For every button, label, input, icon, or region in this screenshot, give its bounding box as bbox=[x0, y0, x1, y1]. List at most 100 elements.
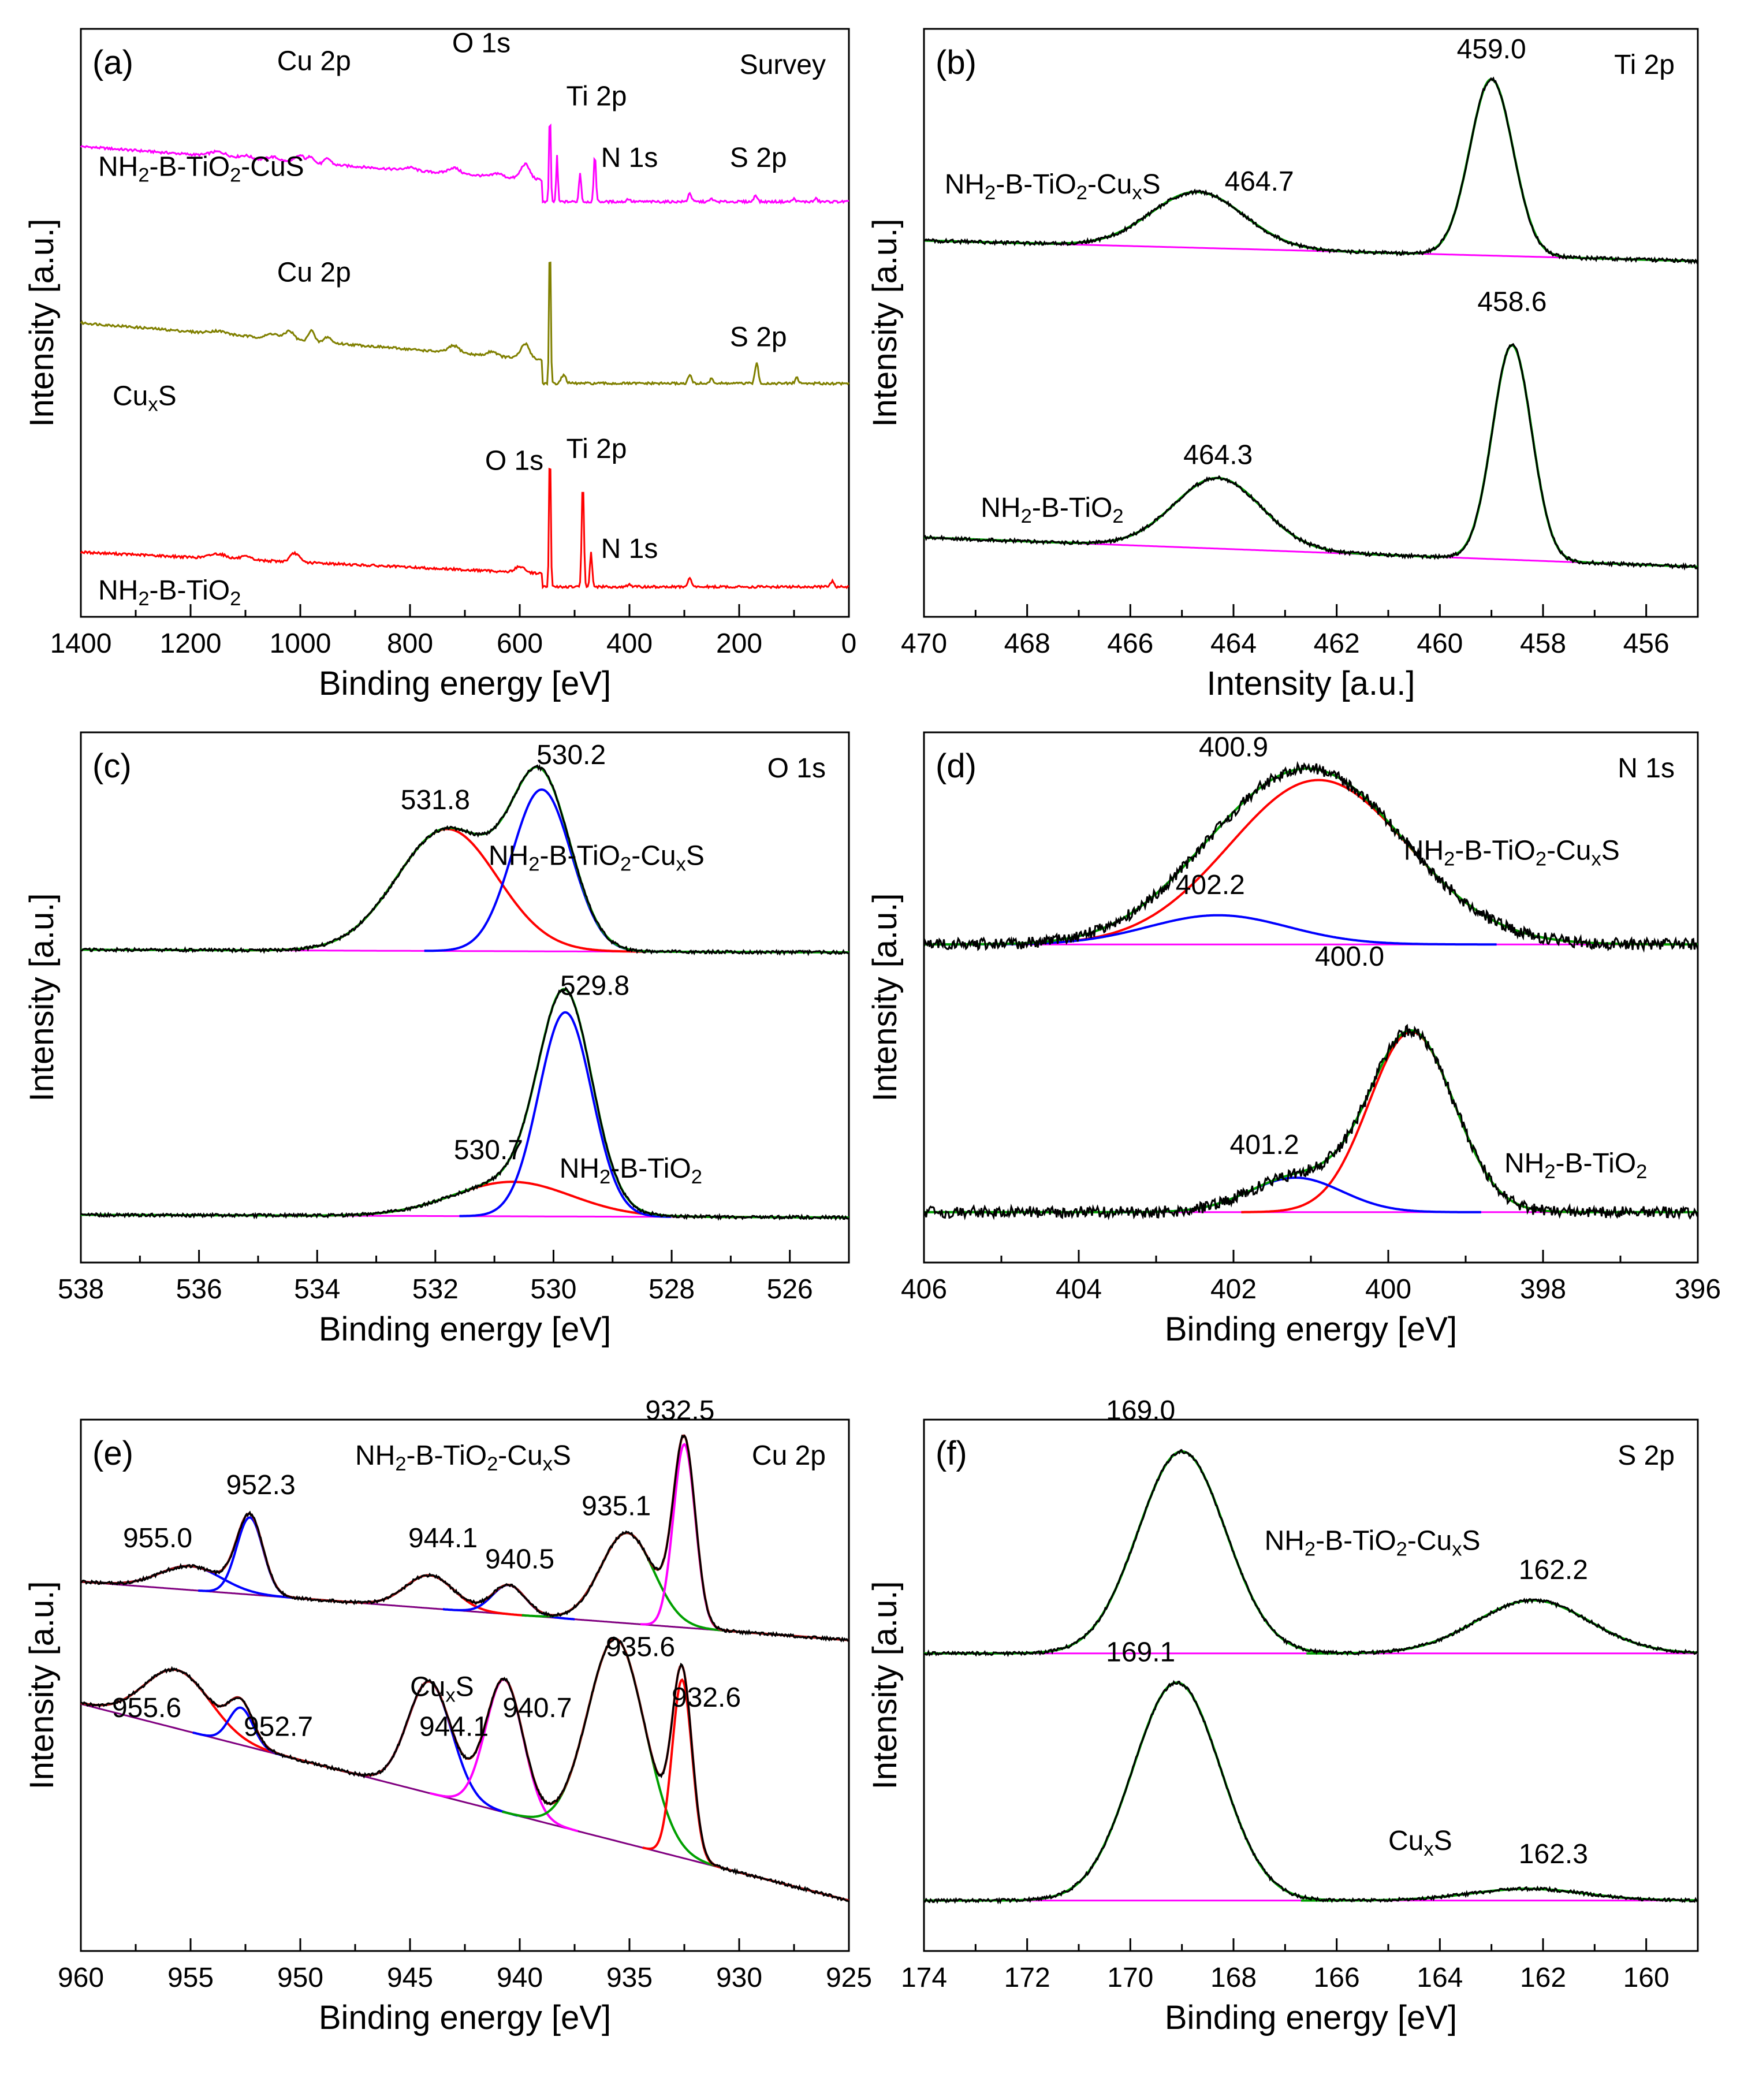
x-axis-label: Intensity [a.u.] bbox=[1206, 665, 1415, 702]
peak-label: 529.8 bbox=[560, 970, 629, 1001]
peak-label: 169.0 bbox=[1106, 1395, 1175, 1426]
fit-envelope bbox=[81, 988, 849, 1219]
x-axis-label: Binding energy [eV] bbox=[319, 1310, 611, 1348]
peak-label: 944.1 bbox=[408, 1523, 478, 1554]
component-peak-0 bbox=[1002, 1681, 1352, 1902]
component-peak-0 bbox=[1241, 1030, 1582, 1213]
x-tick-label: 466 bbox=[1107, 628, 1153, 659]
x-tick-label: 536 bbox=[176, 1274, 222, 1305]
raw-data-line bbox=[80, 1636, 850, 1903]
x-tick-label: 600 bbox=[497, 628, 543, 659]
x-tick-label: 1400 bbox=[50, 628, 112, 659]
fit-envelope bbox=[924, 1029, 1698, 1213]
sample-label: NH2-B-TiO2 bbox=[560, 1153, 702, 1188]
peak-label: 944.1 bbox=[419, 1711, 489, 1742]
x-tick-label: 172 bbox=[1004, 1963, 1050, 1993]
panel-label: (e) bbox=[92, 1435, 133, 1472]
component-peak-1 bbox=[198, 1516, 303, 1600]
x-tick-label: 960 bbox=[58, 1963, 104, 1993]
x-tick-label: 398 bbox=[1520, 1274, 1566, 1305]
peak-label: 932.6 bbox=[672, 1682, 741, 1713]
x-tick-label: 400 bbox=[606, 628, 653, 659]
x-tick-label: 396 bbox=[1675, 1274, 1721, 1305]
raw-data-line bbox=[81, 764, 849, 956]
peak-annotation: S 2p bbox=[730, 322, 787, 353]
plot-frame bbox=[923, 731, 1699, 1264]
raw-data-line bbox=[923, 1023, 1699, 1220]
survey-line-2 bbox=[80, 467, 849, 590]
x-tick-label: 462 bbox=[1314, 628, 1360, 659]
x-tick-label: 160 bbox=[1623, 1963, 1670, 1993]
x-tick-label: 940 bbox=[497, 1963, 543, 1993]
peak-label: 402.2 bbox=[1176, 870, 1245, 900]
x-tick-label: 532 bbox=[412, 1274, 459, 1305]
peak-label: 464.7 bbox=[1225, 166, 1294, 197]
survey-line-0 bbox=[80, 123, 849, 205]
peak-label: 530.2 bbox=[536, 740, 606, 770]
peak-annotation: S 2p bbox=[730, 143, 787, 173]
peak-label: 940.7 bbox=[502, 1693, 572, 1723]
x-tick-label: 460 bbox=[1417, 628, 1463, 659]
peak-label: 458.6 bbox=[1477, 287, 1547, 318]
panel-a: 1400 1200 1000 800 600 400 200 0 Binding energy … bbox=[23, 28, 856, 702]
panel-label: (c) bbox=[92, 747, 132, 785]
component-peak-1 bbox=[940, 914, 1497, 946]
peak-label: 162.2 bbox=[1519, 1555, 1588, 1585]
x-tick-label: 950 bbox=[277, 1963, 323, 1993]
panel-title: Ti 2p bbox=[1614, 50, 1675, 80]
peak-annotation: Ti 2p bbox=[567, 81, 627, 111]
sample-label: NH2-B-TiO2-CuxS bbox=[1265, 1525, 1481, 1560]
panel-label: (f) bbox=[936, 1435, 967, 1472]
peak-annotation: Cu 2p bbox=[277, 46, 351, 76]
peak-label: 530.7 bbox=[454, 1135, 523, 1166]
x-tick-label: 170 bbox=[1107, 1963, 1153, 1993]
peak-annotation: Cu 2p bbox=[277, 258, 351, 288]
peak-label: 401.2 bbox=[1230, 1130, 1299, 1160]
x-tick-label: 528 bbox=[649, 1274, 695, 1305]
x-tick-label: 800 bbox=[387, 628, 433, 659]
peak-annotation: Ti 2p bbox=[567, 434, 627, 464]
component-peak-1 bbox=[459, 1011, 672, 1218]
x-tick-label: 1000 bbox=[270, 628, 331, 659]
panel-title: Survey bbox=[740, 50, 826, 80]
series-label: NH2-B-TiO2 bbox=[98, 575, 241, 610]
peak-label: 955.6 bbox=[112, 1693, 181, 1723]
x-tick-label: 530 bbox=[530, 1274, 576, 1305]
panel-b: 470 468 466 464 462 460 458 456 Intensity [a.u.]… bbox=[866, 28, 1699, 702]
component-peak-1 bbox=[1434, 344, 1590, 564]
x-tick-label: 470 bbox=[901, 628, 947, 659]
x-tick-label: 464 bbox=[1210, 628, 1257, 659]
plot-frame bbox=[923, 28, 1699, 618]
y-axis-label: Intensity [a.u.] bbox=[866, 893, 904, 1101]
x-tick-label: 458 bbox=[1520, 628, 1566, 659]
panel-title: Cu 2p bbox=[752, 1440, 826, 1471]
panel-d: 406 404 402 400 398 396 Binding energy [eV] Int… bbox=[866, 731, 1721, 1348]
peak-annotation: N 1s bbox=[601, 143, 658, 173]
x-axis-label: Binding energy [eV] bbox=[1165, 1999, 1457, 2036]
peak-label: 955.0 bbox=[123, 1523, 192, 1554]
peak-annotation: N 1s bbox=[601, 534, 658, 564]
x-axis-label: Binding energy [eV] bbox=[319, 1999, 611, 2036]
x-tick-label: 538 bbox=[58, 1274, 104, 1305]
x-tick-label: 930 bbox=[716, 1963, 762, 1993]
x-axis-label: Binding energy [eV] bbox=[319, 665, 611, 702]
peak-label: 952.7 bbox=[244, 1711, 313, 1742]
peak-label: 464.3 bbox=[1183, 440, 1253, 470]
y-axis-label: Intensity [a.u.] bbox=[866, 1581, 904, 1789]
peak-label: 932.5 bbox=[645, 1395, 714, 1426]
x-tick-label: 162 bbox=[1520, 1963, 1566, 1993]
component-peak-1 bbox=[1404, 78, 1578, 259]
panel-c: 538 536 534 532 530 528 526 Binding energy [eV]… bbox=[23, 731, 850, 1348]
peak-annotation: O 1s bbox=[485, 446, 543, 476]
peak-label: 459.0 bbox=[1457, 34, 1526, 65]
panel-title: S 2p bbox=[1618, 1440, 1675, 1471]
peak-label: 400.0 bbox=[1315, 941, 1384, 972]
x-tick-label: 0 bbox=[841, 628, 857, 659]
x-tick-label: 1200 bbox=[160, 628, 222, 659]
sample-label: NH2-B-TiO2-CuxS bbox=[945, 169, 1161, 204]
y-axis-label: Intensity [a.u.] bbox=[23, 218, 61, 427]
sample-label: CuxS bbox=[410, 1671, 474, 1706]
x-tick-label: 166 bbox=[1314, 1963, 1360, 1993]
survey-line-1 bbox=[80, 261, 850, 386]
x-tick-label: 468 bbox=[1004, 628, 1050, 659]
